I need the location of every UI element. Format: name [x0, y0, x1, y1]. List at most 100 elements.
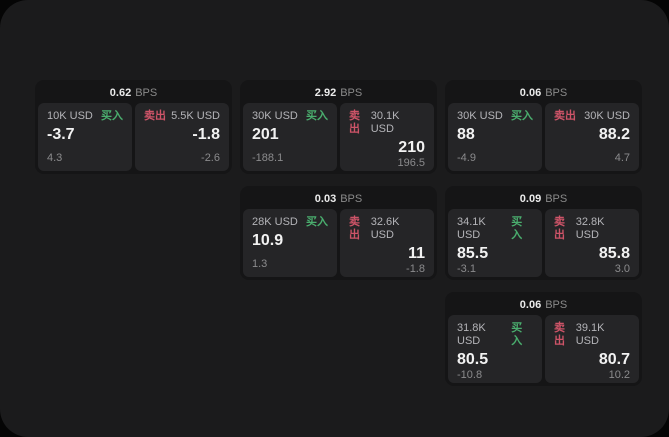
sell-quote-panel[interactable]: 卖出 32.6K USD 11 -1.8 — [340, 209, 434, 277]
bps-value: 0.06 — [519, 299, 542, 311]
bps-unit: BPS — [545, 87, 568, 99]
sell-delta: 4.7 — [614, 152, 630, 164]
buy-delta: -3.1 — [457, 263, 476, 275]
sell-size-label: 32.6K USD — [370, 216, 400, 241]
sell-size-label: 5.5K USD — [171, 110, 220, 122]
quote-panels: 28K USD 买入 10.9 1.3 卖出 32.6K USD 11 -1.8 — [243, 209, 434, 277]
buy-size-label: 30K USD — [457, 110, 503, 122]
buy-quote-panel[interactable]: 34.1K USD 买入 85.5 -3.1 — [448, 209, 542, 277]
buy-price: 80.5 — [457, 351, 489, 368]
sell-price: 11 — [408, 245, 425, 262]
quote-panels: 10K USD 买入 -3.7 4.3 卖出 5.5K USD -1.8 -2.… — [38, 103, 229, 171]
bps-unit: BPS — [545, 193, 568, 205]
buy-size-label: 31.8K USD — [457, 322, 486, 347]
sell-panel-top: 卖出 32.8K USD — [554, 216, 630, 242]
sell-panel-top: 卖出 5.5K USD — [144, 110, 220, 123]
bps-unit: BPS — [340, 87, 363, 99]
bps-value: 0.09 — [519, 193, 542, 205]
cards-grid: 0.62 BPS 10K USD 买入 -3.7 4.3 卖出 5.5K USD… — [35, 80, 642, 386]
buy-price: 10.9 — [252, 232, 284, 249]
sell-panel-top: 卖出 39.1K USD — [554, 322, 630, 348]
buy-quote-panel[interactable]: 31.8K USD 买入 80.5 -10.8 — [448, 315, 542, 383]
buy-panel-top: 28K USD 买入 — [252, 216, 328, 229]
buy-panel-top: 30K USD 买入 — [457, 110, 533, 123]
buy-tag: 买入 — [306, 110, 328, 122]
buy-quote-panel[interactable]: 28K USD 买入 10.9 1.3 — [243, 209, 337, 277]
sell-price: 210 — [398, 139, 425, 156]
buy-price: -3.7 — [47, 126, 75, 143]
bps-header: 0.09 BPS — [448, 189, 639, 209]
sell-delta: 3.0 — [614, 263, 630, 275]
quote-panels: 30K USD 买入 201 -188.1 卖出 30.1K USD 210 1… — [243, 103, 434, 171]
bps-value: 2.92 — [314, 87, 337, 99]
buy-delta: -4.9 — [457, 152, 476, 164]
quote-card: 0.06 BPS 30K USD 买入 88 -4.9 卖出 30K USD 8… — [445, 80, 642, 174]
sell-size-label: 30K USD — [584, 110, 630, 122]
quote-panels: 30K USD 买入 88 -4.9 卖出 30K USD 88.2 4.7 — [448, 103, 639, 171]
buy-panel-top: 34.1K USD 买入 — [457, 216, 533, 242]
bps-header: 0.06 BPS — [448, 295, 639, 315]
bps-value: 0.03 — [314, 193, 337, 205]
buy-quote-panel[interactable]: 30K USD 买入 201 -188.1 — [243, 103, 337, 171]
sell-quote-panel[interactable]: 卖出 30.1K USD 210 196.5 — [340, 103, 434, 171]
quote-card: 0.06 BPS 31.8K USD 买入 80.5 -10.8 卖出 39.1… — [445, 292, 642, 386]
sell-tag: 卖出 — [554, 110, 576, 122]
buy-size-label: 34.1K USD — [457, 216, 486, 241]
bps-header: 0.03 BPS — [243, 189, 434, 209]
sell-price: 80.7 — [598, 351, 630, 368]
sell-size-label: 39.1K USD — [575, 322, 605, 347]
sell-panel-top: 卖出 32.6K USD — [349, 216, 425, 242]
bps-value: 0.06 — [519, 87, 542, 99]
buy-tag: 买入 — [306, 216, 328, 228]
sell-size-label: 30.1K USD — [370, 110, 400, 135]
sell-tag: 卖出 — [349, 216, 360, 241]
buy-delta: 1.3 — [252, 258, 268, 270]
buy-tag: 买入 — [101, 110, 123, 122]
buy-size-label: 30K USD — [252, 110, 298, 122]
sell-quote-panel[interactable]: 卖出 32.8K USD 85.8 3.0 — [545, 209, 639, 277]
buy-price: 85.5 — [457, 245, 489, 262]
sell-tag: 卖出 — [144, 110, 166, 122]
sell-tag: 卖出 — [554, 216, 565, 241]
sell-panel-top: 卖出 30K USD — [554, 110, 630, 123]
buy-delta: 4.3 — [47, 152, 63, 164]
buy-price: 201 — [252, 126, 279, 143]
buy-delta: -10.8 — [457, 369, 483, 381]
buy-size-label: 28K USD — [252, 216, 298, 228]
bps-unit: BPS — [340, 193, 363, 205]
quote-card: 2.92 BPS 30K USD 买入 201 -188.1 卖出 30.1K … — [240, 80, 437, 174]
quote-panels: 31.8K USD 买入 80.5 -10.8 卖出 39.1K USD 80.… — [448, 315, 639, 383]
buy-panel-top: 31.8K USD 买入 — [457, 322, 533, 348]
bps-header: 0.62 BPS — [38, 83, 229, 103]
buy-tag: 买入 — [511, 110, 533, 122]
buy-delta: -188.1 — [252, 152, 284, 164]
buy-quote-panel[interactable]: 10K USD 买入 -3.7 4.3 — [38, 103, 132, 171]
buy-panel-top: 30K USD 买入 — [252, 110, 328, 123]
quote-card: 0.62 BPS 10K USD 买入 -3.7 4.3 卖出 5.5K USD… — [35, 80, 232, 174]
sell-panel-top: 卖出 30.1K USD — [349, 110, 425, 136]
sell-delta: -1.8 — [406, 263, 425, 275]
quote-card: 0.03 BPS 28K USD 买入 10.9 1.3 卖出 32.6K US… — [240, 186, 437, 280]
buy-tag: 买入 — [511, 322, 523, 347]
buy-size-label: 10K USD — [47, 110, 93, 122]
quote-panels: 34.1K USD 买入 85.5 -3.1 卖出 32.8K USD 85.8… — [448, 209, 639, 277]
buy-quote-panel[interactable]: 30K USD 买入 88 -4.9 — [448, 103, 542, 171]
sell-quote-panel[interactable]: 卖出 39.1K USD 80.7 10.2 — [545, 315, 639, 383]
bps-value: 0.62 — [109, 87, 132, 99]
bps-header: 2.92 BPS — [243, 83, 434, 103]
sell-tag: 卖出 — [554, 322, 565, 347]
sell-delta: 10.2 — [608, 369, 630, 381]
sell-quote-panel[interactable]: 卖出 30K USD 88.2 4.7 — [545, 103, 639, 171]
sell-delta: 196.5 — [397, 157, 425, 169]
sell-price: 85.8 — [598, 245, 630, 262]
bps-unit: BPS — [545, 299, 568, 311]
buy-tag: 买入 — [511, 216, 523, 241]
bps-header: 0.06 BPS — [448, 83, 639, 103]
sell-size-label: 32.8K USD — [575, 216, 605, 241]
quote-card: 0.09 BPS 34.1K USD 买入 85.5 -3.1 卖出 32.8K… — [445, 186, 642, 280]
sell-price: 88.2 — [598, 126, 630, 143]
sell-quote-panel[interactable]: 卖出 5.5K USD -1.8 -2.6 — [135, 103, 229, 171]
sell-price: -1.8 — [192, 126, 220, 143]
bps-unit: BPS — [135, 87, 158, 99]
